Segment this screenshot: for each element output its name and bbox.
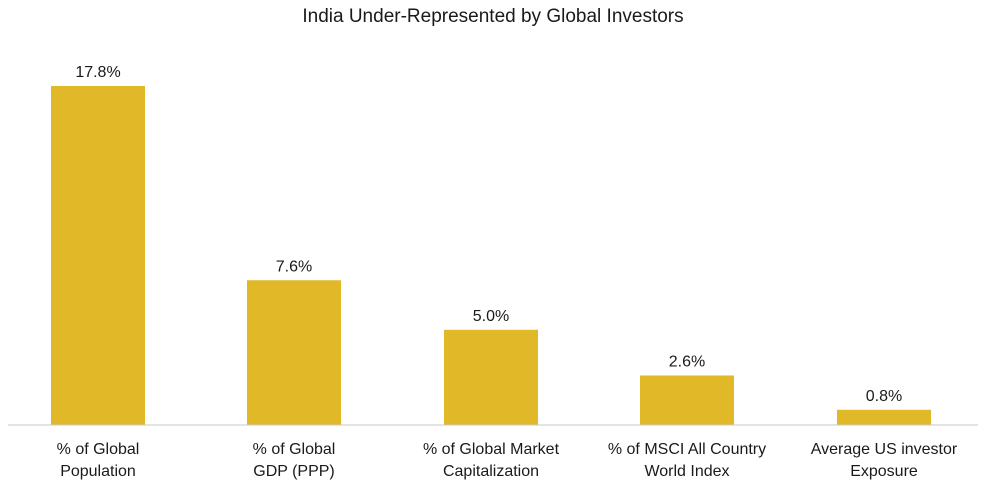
bar-2 (247, 280, 341, 425)
bar-3 (444, 329, 538, 425)
value-label-2: 7.6% (276, 258, 312, 275)
category-label-4: % of MSCI All Country World Index (608, 441, 766, 480)
category-label-line: % of Global (253, 441, 336, 458)
value-label-1: 17.8% (75, 64, 120, 81)
labels-layer: 17.8% % of Global Population 7.6% % of Globa… (57, 64, 958, 480)
category-label-line: % of Global Market (423, 441, 560, 458)
category-label-line: Exposure (850, 463, 918, 480)
value-label-4: 2.6% (669, 353, 705, 370)
category-label-line: % of MSCI All Country (608, 441, 766, 458)
category-label-line: Average US investor (811, 441, 958, 458)
category-label-5: Average US investor Exposure (811, 441, 958, 480)
bar-4 (640, 375, 734, 425)
bars-layer (51, 86, 931, 425)
chart-title: India Under-Represented by Global Invest… (302, 6, 683, 27)
category-label-line: Population (60, 463, 136, 480)
category-label-line: Capitalization (443, 463, 539, 480)
bar-1 (51, 86, 145, 425)
category-label-line: GDP (PPP) (253, 463, 335, 480)
bar-5 (837, 409, 931, 425)
category-label-1: % of Global Population (57, 441, 140, 480)
category-label-3: % of Global Market Capitalization (423, 441, 560, 480)
value-label-5: 0.8% (866, 388, 902, 405)
category-label-2: % of Global GDP (PPP) (253, 441, 336, 480)
category-label-line: World Index (644, 463, 729, 480)
category-label-line: % of Global (57, 441, 140, 458)
value-label-3: 5.0% (473, 308, 509, 325)
